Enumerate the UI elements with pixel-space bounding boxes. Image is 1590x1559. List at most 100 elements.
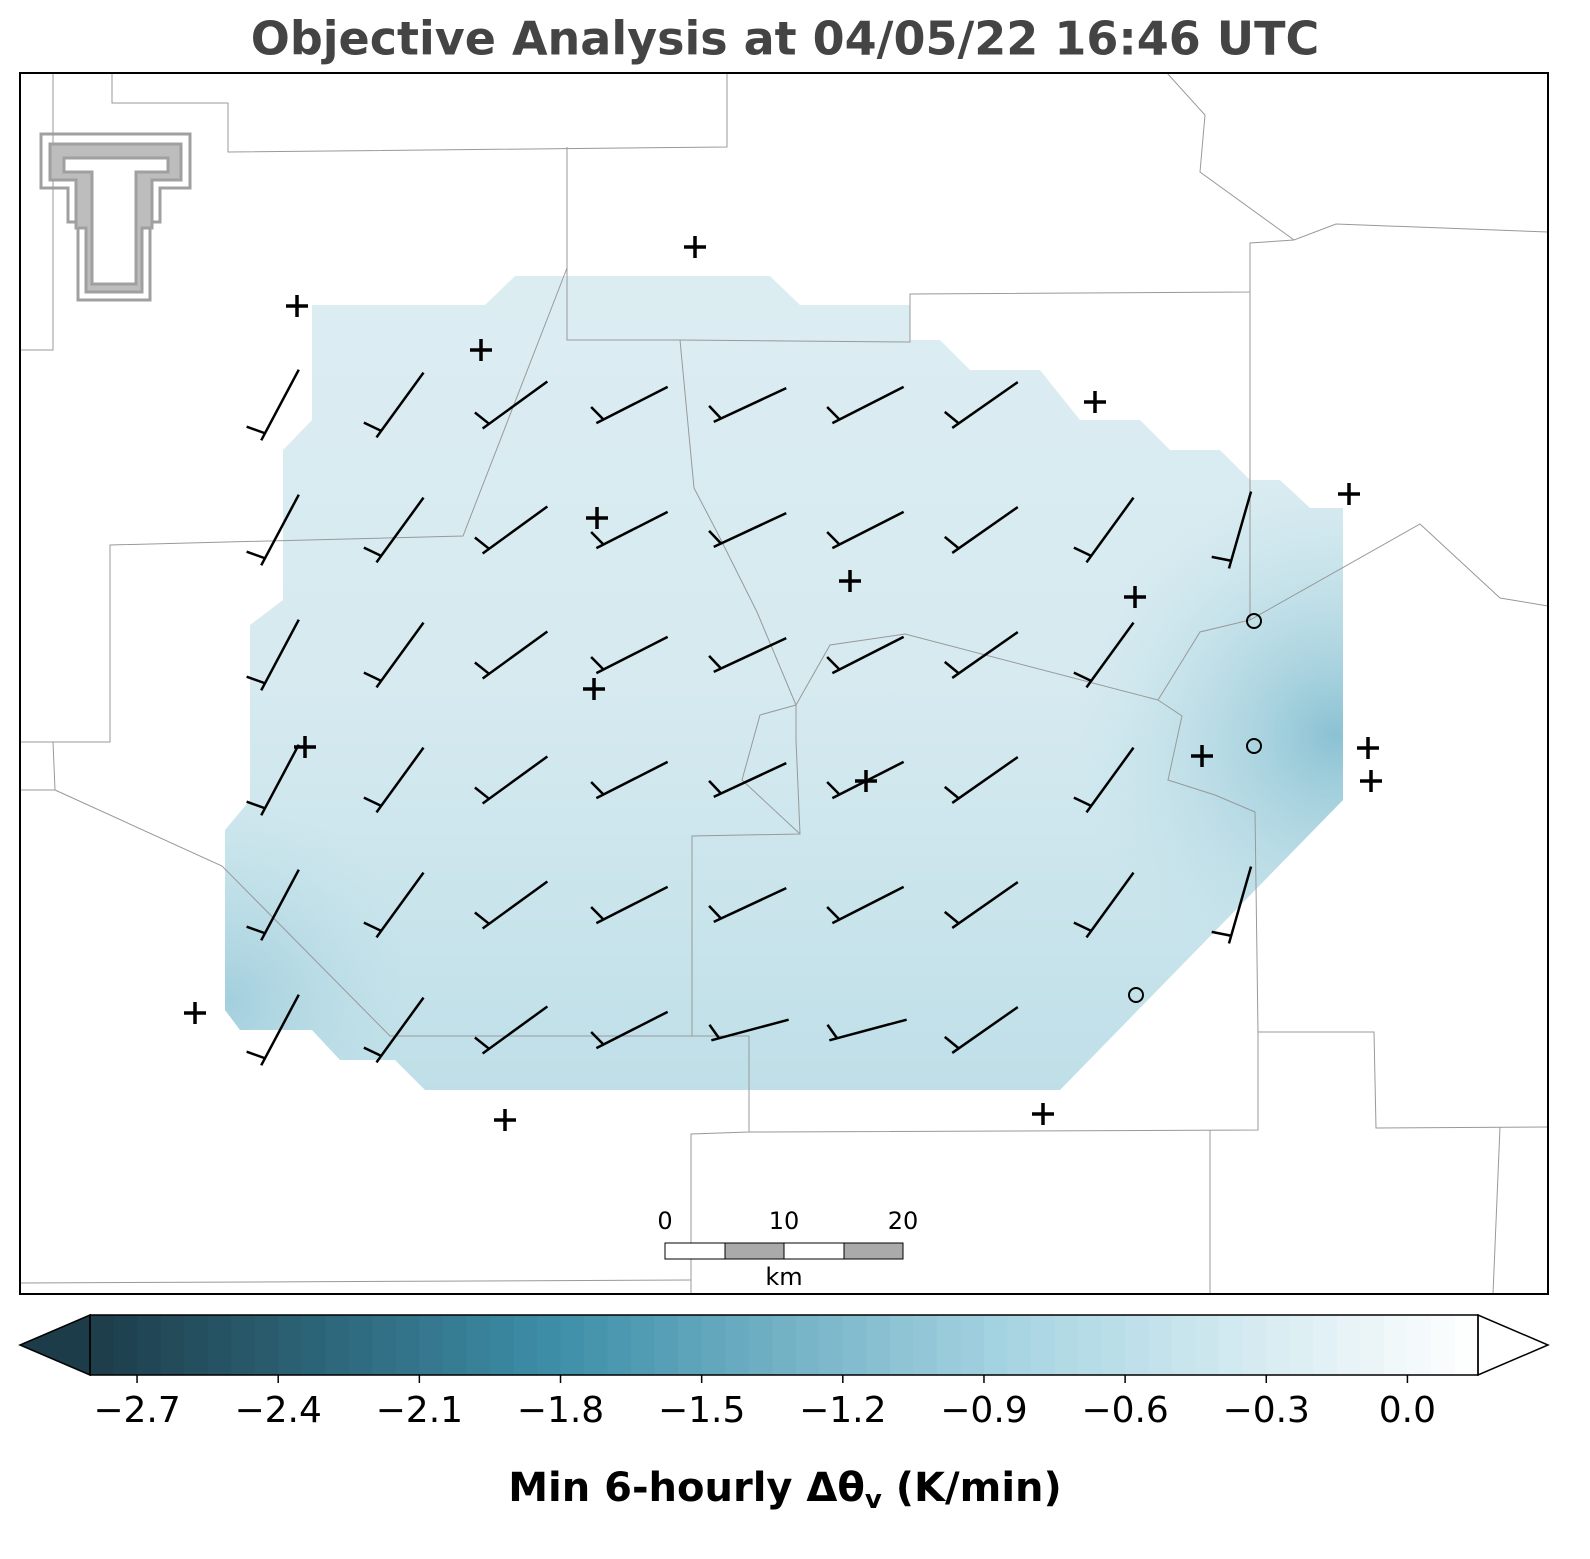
colorbar-band xyxy=(1125,1315,1150,1375)
label-subscript: v xyxy=(865,1485,882,1515)
colorbar-tick-label: −0.6 xyxy=(1081,1390,1168,1431)
barb-shaft xyxy=(481,380,549,430)
colorbar-band xyxy=(584,1315,609,1375)
barb-flag xyxy=(943,660,960,675)
barb-flag xyxy=(708,529,722,545)
barb-shaft xyxy=(951,881,1019,929)
colorbar-band xyxy=(1383,1315,1409,1375)
barb-shaft xyxy=(595,510,669,550)
station-calm xyxy=(1128,987,1144,1003)
barb-flag xyxy=(246,550,266,560)
colorbar-band xyxy=(1031,1315,1056,1375)
colorbar-band xyxy=(1172,1315,1197,1375)
colorbar-band xyxy=(301,1315,326,1375)
barb-flag xyxy=(1073,546,1092,558)
wind-barbs xyxy=(246,369,1253,1066)
colorbar-band xyxy=(160,1315,185,1375)
colorbar-band xyxy=(936,1315,962,1375)
barb-flag xyxy=(363,546,382,558)
colorbar-band xyxy=(1007,1315,1032,1375)
barb-shaft xyxy=(595,760,669,800)
barb-shaft xyxy=(1227,866,1253,944)
barb-shaft xyxy=(951,381,1019,429)
title: Objective Analysis at 04/05/22 16:46 UTC xyxy=(251,12,1320,66)
station-plus xyxy=(1338,483,1360,505)
barb-shaft xyxy=(481,1005,549,1055)
analysis-fill-low xyxy=(900,370,1343,1090)
barb-shaft xyxy=(260,994,300,1066)
colorbar-band xyxy=(184,1315,209,1375)
colorbar-band xyxy=(701,1315,726,1375)
barb-shaft xyxy=(1085,496,1135,564)
colorbar-band xyxy=(795,1315,820,1375)
station-plus xyxy=(583,678,605,700)
scale-label: 10 xyxy=(769,1207,800,1235)
barb-shaft xyxy=(595,385,669,425)
barb-shaft xyxy=(260,619,300,691)
barb-flag xyxy=(363,671,382,683)
barb-shaft xyxy=(260,369,300,441)
barb-shaft xyxy=(375,996,425,1064)
barb-flag xyxy=(943,910,960,925)
barb-shaft xyxy=(1085,621,1135,689)
colorbar-band xyxy=(725,1315,750,1375)
colorbar-band xyxy=(983,1315,1009,1375)
barb-flag xyxy=(826,906,841,921)
barb-shaft xyxy=(951,631,1019,679)
colorbar-band xyxy=(1313,1315,1338,1375)
barb-flag xyxy=(943,1035,960,1050)
barb-flag xyxy=(1073,921,1092,933)
colorbar-band xyxy=(631,1315,656,1375)
scale-unit: km xyxy=(765,1263,802,1291)
barb-shaft xyxy=(375,746,425,814)
colorbar-band xyxy=(513,1315,538,1375)
barb-flag xyxy=(943,535,960,550)
barb-flag xyxy=(1211,930,1232,937)
station-plus xyxy=(855,770,877,792)
barb-flag xyxy=(708,779,722,795)
colorbar-band xyxy=(1454,1315,1479,1375)
colorbar-tick-label: −2.7 xyxy=(93,1390,180,1431)
colorbar-band xyxy=(207,1315,232,1375)
barb-flag xyxy=(474,786,490,800)
colorbar-band xyxy=(489,1315,515,1375)
barb-shaft xyxy=(713,511,787,549)
barb-shaft xyxy=(831,885,905,925)
barb-shaft xyxy=(481,880,549,930)
barb-flag xyxy=(474,536,490,550)
barb-flag xyxy=(708,904,722,920)
barb-flag xyxy=(1211,555,1232,562)
colorbar-band xyxy=(442,1315,468,1375)
colorbar-band xyxy=(395,1315,420,1375)
station-plus xyxy=(586,507,608,529)
barb-shaft xyxy=(831,385,905,425)
barb-flag xyxy=(590,531,605,546)
barb-shaft xyxy=(481,755,549,805)
colorbar-band xyxy=(137,1315,162,1375)
barb-shaft xyxy=(1085,871,1135,939)
colorbar-band xyxy=(889,1315,914,1375)
barb-flag xyxy=(363,1046,382,1058)
station-plus xyxy=(1357,737,1379,759)
colorbar-band xyxy=(1266,1315,1291,1375)
barb-flag xyxy=(590,1031,605,1046)
barb-shaft xyxy=(375,496,425,564)
colorbar-band xyxy=(748,1315,773,1375)
boundaries xyxy=(20,73,1548,1294)
colorbar-band xyxy=(1078,1315,1103,1375)
colorbar-extend-high xyxy=(1477,1313,1550,1377)
colorbar-tick-label: −0.9 xyxy=(940,1390,1027,1431)
barb-shaft xyxy=(595,885,669,925)
barb-flag xyxy=(1073,671,1092,683)
barb-flag xyxy=(363,421,382,433)
colorbar-extend-low xyxy=(18,1313,91,1377)
barb-flag xyxy=(246,925,266,935)
colorbar-tick-label: −1.8 xyxy=(517,1390,604,1431)
barb-shaft xyxy=(951,506,1019,554)
barb-shaft xyxy=(481,505,549,555)
map xyxy=(20,73,1548,1294)
station-plus xyxy=(286,295,308,317)
barb-flag xyxy=(826,656,841,671)
